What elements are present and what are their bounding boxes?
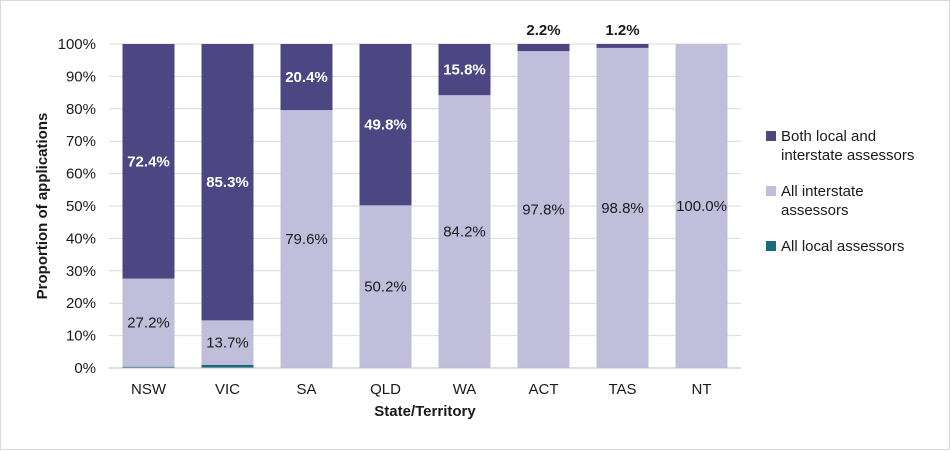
bar-segment — [596, 47, 649, 368]
legend-label: interstate assessors — [781, 147, 914, 164]
y-tick-label: 80% — [66, 101, 96, 118]
y-tick-label: 20% — [66, 295, 96, 312]
data-label: 49.8% — [364, 117, 407, 134]
bar-segment — [517, 51, 570, 369]
data-label: 1.2% — [605, 22, 639, 39]
bar-segment — [280, 44, 333, 111]
x-axis-title: State/Territory — [374, 403, 476, 420]
y-tick-label: 10% — [66, 328, 96, 345]
bars — [122, 44, 728, 369]
data-label: 20.4% — [285, 69, 328, 86]
x-tick-label: NT — [692, 381, 712, 398]
bar-segment — [359, 44, 412, 206]
bar-segment — [122, 366, 175, 368]
bar-segment — [201, 364, 254, 368]
bar-segment — [122, 44, 175, 279]
y-tick-label: 30% — [66, 263, 96, 280]
data-labels: 27.2% 72.4% 13.7% 85.3% 79.6% 20.4% 50.2% 49.8%… — [127, 22, 727, 352]
legend-label: All interstate — [781, 183, 864, 200]
bar-segment — [438, 44, 491, 96]
legend-swatch — [766, 131, 776, 141]
y-axis-title: Proportion of applications — [34, 113, 51, 300]
legend-swatch — [766, 241, 776, 251]
x-tick-label: QLD — [370, 381, 401, 398]
legend-label: Both local and — [781, 128, 876, 145]
data-label: 50.2% — [364, 279, 407, 296]
data-label: 72.4% — [127, 153, 170, 170]
bar-segment — [280, 110, 333, 368]
data-label: 27.2% — [127, 315, 170, 332]
bar-segment — [438, 95, 491, 368]
x-tick-label: ACT — [529, 381, 559, 398]
bar-segment — [122, 278, 175, 367]
y-tick-label: 100% — [58, 36, 96, 53]
bar-segment — [596, 44, 649, 48]
x-tick-label: TAS — [608, 381, 636, 398]
legend-label: All local assessors — [781, 238, 904, 255]
bar-segment — [359, 205, 412, 368]
x-tick-label: SA — [296, 381, 316, 398]
data-label: 79.6% — [285, 231, 328, 248]
x-tick-label: WA — [453, 381, 477, 398]
x-tick-label: NSW — [131, 381, 167, 398]
data-label: 100.0% — [676, 198, 727, 215]
data-label: 97.8% — [522, 202, 565, 219]
y-tick-label: 90% — [66, 68, 96, 85]
y-tick-labels: 0% 10% 20% 30% 40% 50% 60% 70% 80% 90% 100% — [58, 36, 96, 377]
data-label: 85.3% — [206, 174, 249, 191]
data-label: 2.2% — [526, 22, 560, 39]
x-tick-label: VIC — [215, 381, 240, 398]
data-label: 15.8% — [443, 62, 486, 79]
legend-label: assessors — [781, 202, 849, 219]
legend: Both local and interstate assessors All in… — [766, 128, 914, 255]
bar-segment — [201, 44, 254, 321]
y-tick-label: 40% — [66, 230, 96, 247]
x-tick-labels: NSW VIC SA QLD WA ACT TAS NT — [131, 381, 712, 398]
legend-swatch — [766, 186, 776, 196]
y-tick-label: 70% — [66, 133, 96, 150]
bar-segment — [201, 320, 254, 365]
data-label: 84.2% — [443, 224, 486, 241]
y-tick-label: 60% — [66, 166, 96, 183]
data-label: 13.7% — [206, 335, 249, 352]
y-tick-label: 0% — [74, 360, 96, 377]
bar-segment — [675, 44, 728, 368]
y-tick-label: 50% — [66, 198, 96, 215]
bar-segment — [517, 44, 570, 52]
data-label: 98.8% — [601, 200, 644, 217]
